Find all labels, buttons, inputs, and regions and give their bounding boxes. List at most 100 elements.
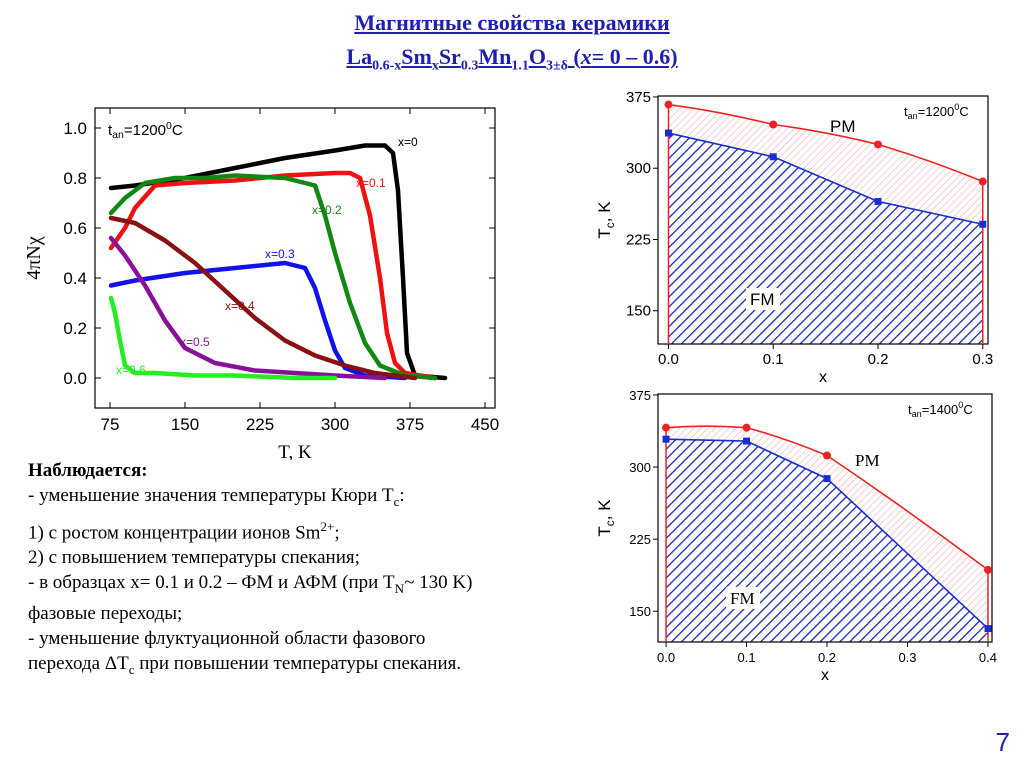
series-label: x=0.6 <box>116 363 146 377</box>
note-line-2-end: ; <box>334 522 340 544</box>
note-line-2: 1) с ростом концентрации ионов Sm2+; <box>28 514 628 545</box>
x-axis-label: x <box>821 667 829 684</box>
note-line-5: фазовые переходы; <box>28 602 183 624</box>
note-line-7-sub: c <box>128 661 135 677</box>
series-line <box>108 260 408 381</box>
note-line-1-end: : <box>399 485 405 506</box>
formula-range-open: ( <box>567 44 581 69</box>
compound-formula: La0.6-xSmxSr0.3Mn1.1O3±δ (x= 0 – 0.6) <box>0 44 1024 74</box>
note-line-2-sup: 2+ <box>320 518 335 534</box>
x-tick-label: 375 <box>396 415 424 434</box>
note-line-7-end: при повышении температуры спекания. <box>134 652 462 674</box>
series-line <box>108 235 388 381</box>
note-line-4-end: ~ 130 K) <box>404 572 473 594</box>
formula-sm: Sm <box>401 44 432 69</box>
pm-fluctuation-region <box>666 427 988 629</box>
y-tick-label: 1.0 <box>63 119 87 138</box>
y-tick-label: 0.8 <box>63 169 87 188</box>
x-tick-label: 0.1 <box>763 351 784 368</box>
x-tick-label: 300 <box>321 415 349 434</box>
x-tick-label: 450 <box>471 415 499 434</box>
fm-region-label: FM <box>750 290 775 309</box>
x-tick-label: 0.0 <box>658 351 679 368</box>
slide-title: Магнитные свойства керамики <box>354 10 670 35</box>
x-tick-label: 0.3 <box>972 351 993 368</box>
page-number: 7 <box>995 727 1010 757</box>
note-line-1-sub: c <box>393 493 400 509</box>
y-tick-label: 225 <box>626 231 651 248</box>
series-label: x=0.3 <box>265 247 295 261</box>
y-tick-label: 150 <box>629 604 651 619</box>
x-tick-label: 0.0 <box>657 650 675 665</box>
susceptibility-chart: 75 150 225 300 375 450 0.0 0.2 0.4 0.6 0.8 1.0 T, K 4… <box>23 107 499 460</box>
x-tick-label: 75 <box>101 415 120 434</box>
series-label: x=0 <box>398 135 418 149</box>
blue-data-point <box>662 435 670 443</box>
fm-boundary-line <box>668 132 983 226</box>
x-tick-label: 225 <box>246 415 274 434</box>
series-label: x=0.2 <box>312 203 342 217</box>
annealing-temperature-label: tan=12000C <box>108 120 183 141</box>
note-line-2-text: 1) с ростом концентрации ионов Sm <box>28 522 321 544</box>
formula-o-sub: 3±δ <box>545 58 568 74</box>
note-line-1: - уменьшение значения температуры Кюри T… <box>28 483 628 514</box>
red-data-point <box>978 177 987 186</box>
formula-o: O <box>528 44 546 69</box>
blue-data-point <box>984 625 992 633</box>
fm-label-background <box>726 587 760 609</box>
formula-sr: Sr <box>438 44 461 69</box>
red-data-point <box>769 120 778 129</box>
series-line <box>108 215 418 381</box>
note-line-3: 2) с повышением температуры спекания; <box>28 547 360 569</box>
note-line-4-sub: N <box>394 580 405 596</box>
formula-mn: Mn <box>478 44 512 69</box>
series-label: x=0.4 <box>225 299 255 313</box>
observations-text: Наблюдается: - уменьшение значения темпе… <box>28 458 628 682</box>
y-tick-label: 225 <box>629 532 651 547</box>
plot-frame <box>94 107 496 409</box>
y-tick-label: 375 <box>629 388 651 403</box>
x-tick-label: 0.4 <box>979 650 997 665</box>
fm-region-label: FM <box>730 589 755 608</box>
y-tick-label: 300 <box>629 460 651 475</box>
y-axis-label: Tc, K <box>595 201 617 239</box>
red-data-point <box>823 451 832 460</box>
red-data-point <box>874 140 882 149</box>
red-data-point <box>742 423 751 432</box>
series-line <box>108 295 338 381</box>
note-line-7: перехода ΔTc при повышении температуры с… <box>28 651 628 682</box>
notes-heading: Наблюдается: <box>28 460 148 481</box>
blue-data-point <box>664 129 672 137</box>
formula-sm-sub: x <box>431 58 439 74</box>
pm-fluctuation-region <box>668 104 983 225</box>
note-line-7-text: перехода ΔT <box>28 652 129 674</box>
formula-sr-sub: 0.3 <box>460 58 479 74</box>
y-tick-label: 150 <box>626 303 651 320</box>
plot-frame <box>657 393 993 643</box>
series-label: x=0.1 <box>356 176 386 190</box>
y-tick-label: 0.6 <box>63 219 87 238</box>
pm-boundary-line <box>665 425 989 571</box>
annealing-temperature-label: tan=14000C <box>908 400 973 419</box>
plot-frame <box>657 95 989 345</box>
red-data-point <box>664 100 673 109</box>
y-tick-label: 300 <box>626 160 651 177</box>
red-data-point <box>983 565 992 574</box>
annealing-temperature-label: tan=12000C <box>904 102 969 121</box>
formula-la: La <box>346 44 373 69</box>
series-label: x=0.5 <box>180 335 210 349</box>
fm-boundary-line <box>666 438 989 630</box>
fm-label-background <box>746 288 780 310</box>
x-axis-label: T, K <box>278 442 312 460</box>
x-tick-label: 150 <box>171 415 199 434</box>
note-line-1-text: - уменьшение значения температуры Кюри T <box>28 485 394 506</box>
x-axis-label: x <box>819 369 827 386</box>
note-line-6: - уменьшение флуктуационной области фазо… <box>28 627 426 649</box>
note-line-4-text: - в образцах x= 0.1 и 0.2 – ФМ и АФМ (пр… <box>28 572 395 594</box>
tc-chart-1400: 0.0 0.1 0.2 0.3 0.4 150 225 300 375 x Tc, K tan=140… <box>595 388 997 684</box>
tc-chart-1200: 0.0 0.1 0.2 0.3 150 225 300 375 x Tc, K tan=12000C… <box>595 89 993 386</box>
series-line <box>108 173 438 381</box>
blue-data-point <box>769 153 777 161</box>
formula-range-var: x <box>580 44 592 69</box>
pm-boundary-line <box>668 103 984 183</box>
